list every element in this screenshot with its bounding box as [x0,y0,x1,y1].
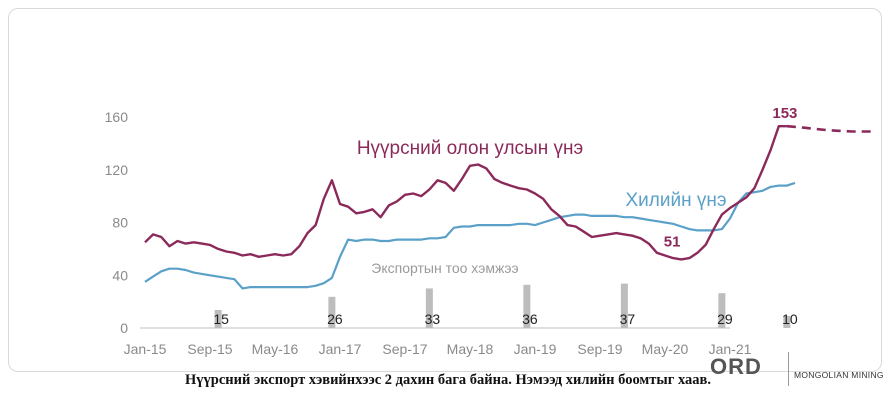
x-axis: Jan-15 Sep-15 May-16 Jan-17 Sep-17 May-18 Jan-… [124,327,752,357]
export-bar [620,283,628,328]
export-bar [718,293,726,328]
y-tick-label: 0 [120,320,128,336]
export-bar [523,284,531,328]
series-labels: Нүүрсний олон улсын үнэ Хилийн үнэ 51 153 [357,105,798,251]
y-tick-label: 40 [112,267,128,283]
export-bar-label: 26 [327,311,343,327]
x-tick-label: Sep-15 [187,341,232,357]
x-tick-label: Sep-17 [382,341,427,357]
x-tick-label: Jan-17 [319,341,362,357]
export-bar [425,288,433,328]
y-tick-label: 120 [105,162,129,178]
border-price-label: Хилийн үнэ [625,190,726,211]
price-annotation: 153 [772,105,797,122]
logo-mark: ORD [710,354,762,379]
export-bar [328,296,336,328]
y-axis: 0 40 80 120 160 [105,109,129,336]
export-bar [214,310,222,328]
international-price-label: Нүүрсний олон улсын үнэ [357,138,583,159]
border-price-line [144,181,796,290]
price-annotation: 51 [664,234,681,251]
x-tick-label: May-16 [252,341,299,357]
chart-caption: Нүүрсний экспорт хэвийнхээс 2 дахин бага… [185,372,711,388]
export-bar-label: 36 [522,311,538,327]
x-tick-label: Sep-19 [577,341,622,357]
y-tick-label: 160 [105,109,129,125]
x-tick-label: Jan-21 [709,341,752,357]
logo-divider [788,352,789,386]
export-bar-label: 33 [425,311,441,327]
export-bar-label: 29 [717,311,733,327]
mongolian-mining-logo: ORD MONGOLIAN MINING [702,352,892,394]
export-bar-label: 15 [213,311,229,327]
x-tick-label: May-20 [642,341,689,357]
export-series-label: Экспортын тоо хэмжээ [371,260,518,276]
export-volume-bars: 15 26 33 36 37 29 10 Экспортын тоо хэмжээ [213,260,798,328]
x-tick-label: May-18 [447,341,494,357]
price-lines [144,124,877,290]
international-price-projection [786,124,877,133]
export-bar-label: 10 [782,311,798,327]
chart-frame [8,8,882,372]
export-bar [783,316,791,328]
export-bar-label: 37 [620,311,636,327]
x-tick-label: Jan-15 [124,341,167,357]
international-price-line [144,124,787,261]
y-tick-label: 80 [112,215,128,231]
logo-text: MONGOLIAN MINING [794,370,884,380]
x-tick-label: Jan-19 [514,341,557,357]
